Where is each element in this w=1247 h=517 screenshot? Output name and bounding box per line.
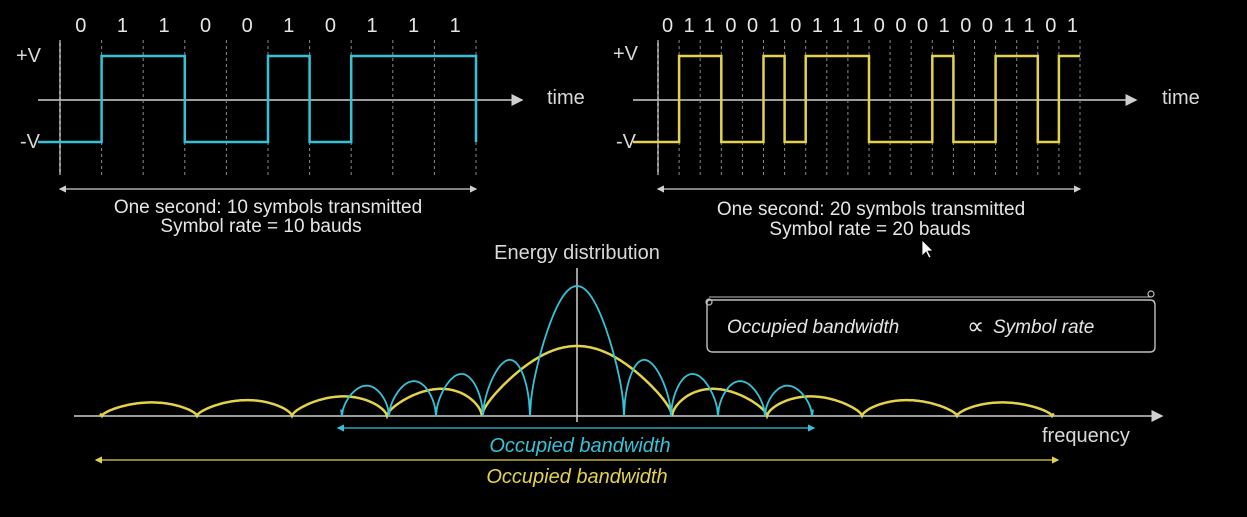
spectrum-panel: Energy distribution frequency Occupied b…: [74, 242, 1164, 488]
spectrum-curve-20-bauds: [99, 344, 1055, 420]
left-level-high: +V: [16, 45, 42, 67]
left-bit-label: 0: [200, 15, 211, 37]
note-text-right: Symbol rate: [993, 317, 1094, 338]
spectrum-title: Energy distribution: [494, 242, 660, 264]
mouse-cursor-icon: [921, 239, 934, 259]
scroll-outline: [706, 299, 1156, 353]
left-caption-line2: Symbol rate = 10 bauds: [160, 216, 361, 237]
left-bit-label: 0: [325, 15, 336, 37]
right-square-wave: [633, 54, 1080, 144]
proportionality-note-scroll: Occupied bandwidth ∝ Symbol rate: [705, 290, 1156, 353]
bandwidth-label-cyan: Occupied bandwidth: [489, 435, 670, 457]
spectrum-axis-label-frequency: frequency: [1042, 425, 1130, 447]
left-bit-label: 1: [283, 15, 294, 37]
left-bit-label: 1: [408, 15, 419, 37]
left-axis-label-time: time: [547, 87, 585, 109]
left-bit-label: 1: [450, 15, 461, 37]
waveform-panel-right: 01100101110001001101 +V -V time One seco…: [613, 15, 1200, 240]
right-level-high: +V: [613, 43, 639, 65]
right-axis-label-time: time: [1162, 87, 1200, 109]
bandwidth-label-yellow: Occupied bandwidth: [486, 466, 667, 488]
note-proportional-symbol: ∝: [967, 313, 984, 340]
left-bit-label: 0: [75, 15, 86, 37]
note-text-left: Occupied bandwidth: [727, 317, 899, 338]
right-level-low: -V: [616, 131, 637, 153]
left-bit-label: 1: [366, 15, 377, 37]
left-bit-label: 1: [117, 15, 128, 37]
left-level-low: -V: [20, 131, 41, 153]
left-bit-label: 1: [158, 15, 169, 37]
waveform-panel-left: 0 1 1 0 0 1 0 1 1 1 +V -V time One second: 10 sym…: [16, 15, 585, 237]
left-bit-label: 0: [242, 15, 253, 37]
right-caption-line2: Symbol rate = 20 bauds: [769, 219, 970, 240]
right-caption-line1: One second: 20 symbols transmitted: [717, 199, 1025, 220]
left-square-wave: [38, 54, 478, 144]
left-caption-line1: One second: 10 symbols transmitted: [114, 197, 422, 218]
scroll-curl-left: [705, 298, 713, 306]
scroll-curl-right: [1147, 290, 1155, 298]
spectrum-curve-10-bauds: [340, 285, 814, 417]
right-bit-labels: 01100101110001001101: [662, 15, 1078, 37]
left-bit-labels: 0 1 1 0 0 1 0 1 1 1: [75, 15, 461, 37]
